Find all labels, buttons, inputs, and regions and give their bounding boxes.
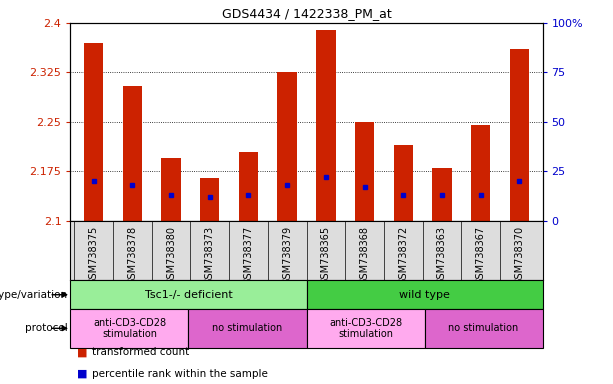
Text: GSM738370: GSM738370 xyxy=(514,225,524,285)
Bar xyxy=(394,145,413,221)
Bar xyxy=(316,30,335,221)
Bar xyxy=(471,125,490,221)
Text: transformed count: transformed count xyxy=(92,348,189,358)
Text: anti-CD3-CD28
stimulation: anti-CD3-CD28 stimulation xyxy=(329,318,402,339)
Bar xyxy=(239,152,258,221)
Bar xyxy=(70,280,306,309)
Bar xyxy=(355,122,374,221)
Text: GSM738379: GSM738379 xyxy=(282,225,292,285)
Text: percentile rank within the sample: percentile rank within the sample xyxy=(92,369,268,379)
Text: protocol: protocol xyxy=(25,323,67,333)
Text: ■: ■ xyxy=(77,348,87,358)
Bar xyxy=(509,50,529,221)
Title: GDS4434 / 1422338_PM_at: GDS4434 / 1422338_PM_at xyxy=(222,7,391,20)
Bar xyxy=(84,43,104,221)
Bar xyxy=(161,158,181,221)
Text: GSM738367: GSM738367 xyxy=(476,225,485,285)
Text: GSM738363: GSM738363 xyxy=(437,225,447,285)
Text: anti-CD3-CD28
stimulation: anti-CD3-CD28 stimulation xyxy=(93,318,166,339)
Text: GSM738368: GSM738368 xyxy=(360,225,370,285)
Bar xyxy=(70,309,189,348)
Bar xyxy=(123,86,142,221)
Text: no stimulation: no stimulation xyxy=(448,323,519,333)
Text: GSM738380: GSM738380 xyxy=(166,225,176,285)
Text: wild type: wild type xyxy=(399,290,450,300)
Bar xyxy=(189,309,306,348)
Bar xyxy=(278,73,297,221)
Bar xyxy=(200,178,219,221)
Text: GSM738372: GSM738372 xyxy=(398,225,408,285)
Text: GSM738378: GSM738378 xyxy=(128,225,137,285)
Text: GSM738373: GSM738373 xyxy=(205,225,215,285)
Text: genotype/variation: genotype/variation xyxy=(0,290,67,300)
Bar xyxy=(432,168,452,221)
Text: ■: ■ xyxy=(77,369,87,379)
Bar xyxy=(306,309,424,348)
Text: GSM738377: GSM738377 xyxy=(243,225,253,285)
Text: no stimulation: no stimulation xyxy=(212,323,283,333)
Bar xyxy=(424,309,543,348)
Text: GSM738365: GSM738365 xyxy=(321,225,331,285)
Text: Tsc1-/- deficient: Tsc1-/- deficient xyxy=(145,290,232,300)
Text: GSM738375: GSM738375 xyxy=(89,225,99,285)
Bar xyxy=(306,280,543,309)
